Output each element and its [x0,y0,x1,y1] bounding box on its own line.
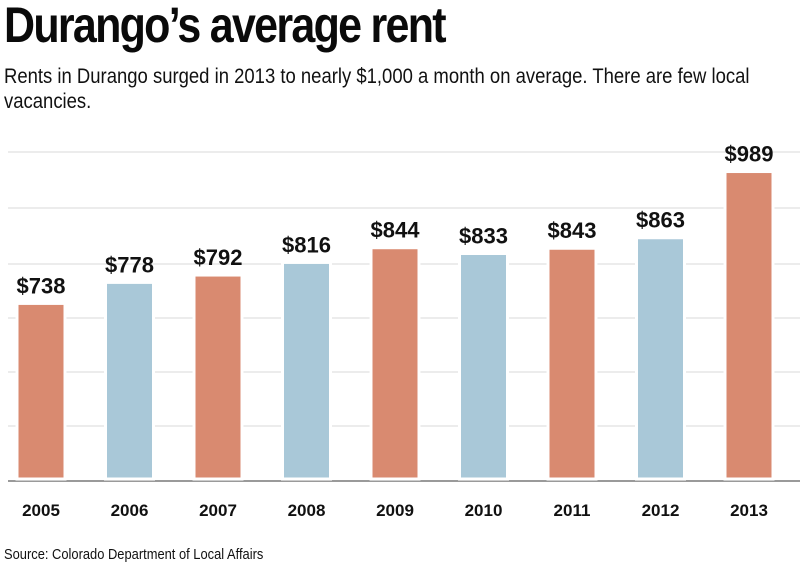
x-tick-label-2011: 2011 [554,501,591,520]
bar-2009 [369,246,421,481]
value-label-2007: $792 [194,245,243,270]
bar-2011 [546,246,598,481]
x-tick-label-2006: 2006 [111,501,149,520]
source-note: Source: Colorado Department of Local Aff… [4,546,264,563]
x-tick-label-2005: 2005 [22,501,60,520]
bar-2005 [15,301,67,481]
bar-2008 [281,260,332,481]
value-label-2010: $833 [459,224,508,249]
value-label-2006: $778 [105,252,154,277]
value-label-2005: $738 [17,273,66,298]
x-tick-label-2013: 2013 [730,501,768,520]
x-tick-label-2008: 2008 [288,501,326,520]
value-labels: $738 $778 $792 $816 $844 $833 $843 $863 $989 [17,142,774,299]
x-tick-label-2007: 2007 [199,501,237,520]
value-label-2013: $989 [725,142,774,167]
bar-2007 [192,273,244,481]
bars [15,170,775,481]
value-label-2008: $816 [282,232,331,257]
bar-2010 [458,252,509,481]
chart-title: Durango’s average rent [4,0,447,53]
x-tick-label-2012: 2012 [642,501,680,520]
bar-2013 [723,170,775,481]
value-label-2012: $863 [636,208,685,233]
value-label-2009: $844 [371,218,421,243]
chart-subtitle: Rents in Durango surged in 2013 to nearl… [4,65,750,113]
bar-2006 [104,280,155,481]
value-label-2011: $843 [548,218,597,243]
x-axis-ticks: 2005 2006 2007 2008 2009 2010 2011 2012 2013 [22,501,768,520]
bar-2012 [635,236,686,481]
x-tick-label-2010: 2010 [465,501,503,520]
x-tick-label-2009: 2009 [376,501,414,520]
